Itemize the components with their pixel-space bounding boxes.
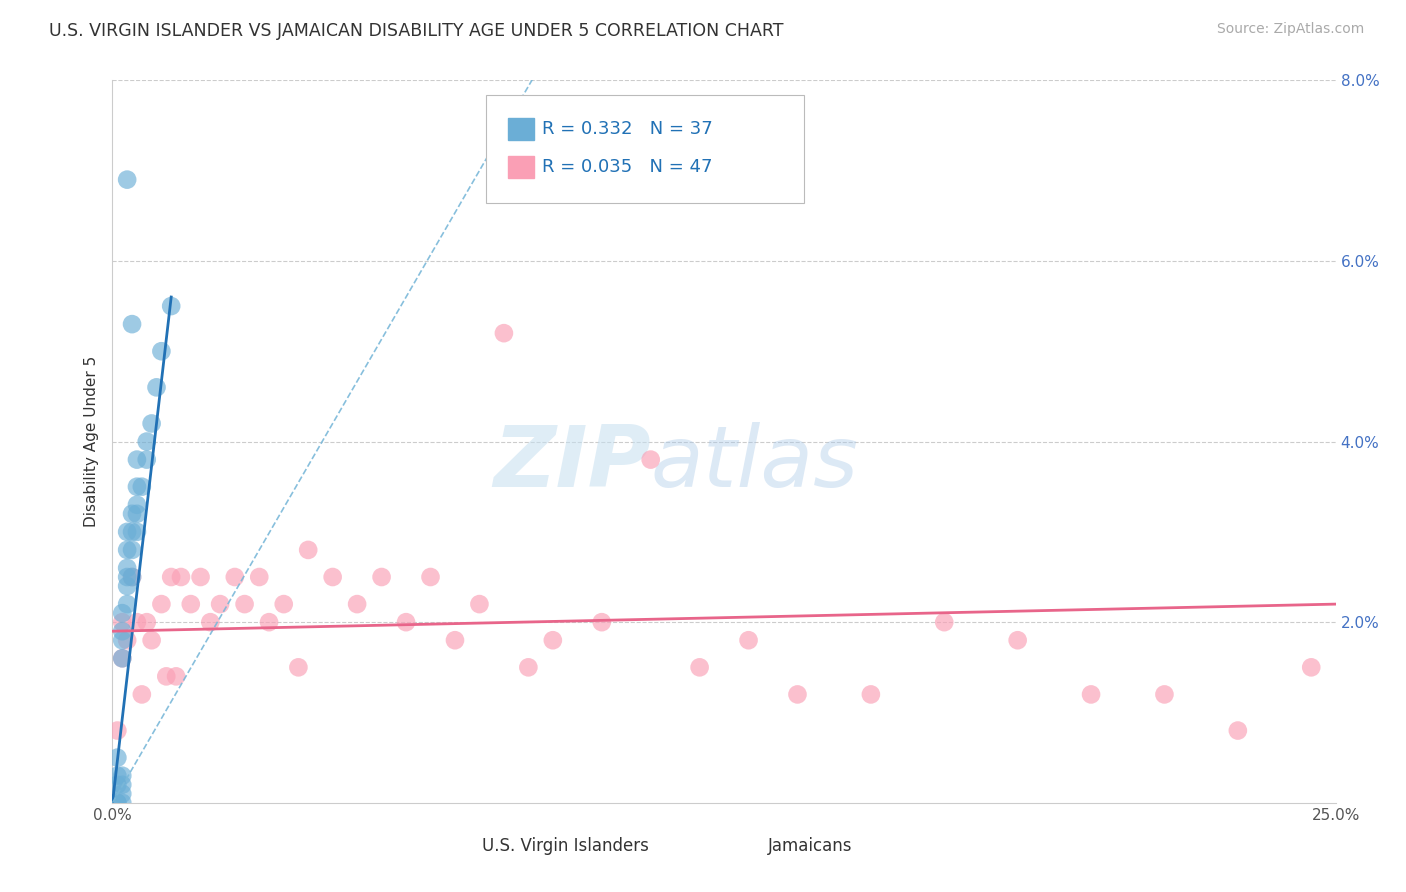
Point — [105, 796, 128, 810]
Text: ZIP: ZIP — [494, 422, 651, 505]
Point — [1007, 633, 1029, 648]
Point — [111, 651, 134, 665]
Point — [111, 633, 134, 648]
Text: U.S. Virgin Islanders: U.S. Virgin Islanders — [482, 838, 648, 855]
Point — [135, 615, 157, 630]
FancyBboxPatch shape — [485, 95, 804, 203]
Bar — [461, 835, 488, 864]
Point — [934, 615, 956, 630]
Point — [1226, 723, 1249, 738]
Point — [287, 660, 309, 674]
Point — [468, 597, 491, 611]
Point — [111, 624, 134, 639]
Point — [689, 660, 711, 674]
Point — [125, 615, 148, 630]
Point — [121, 570, 143, 584]
Point — [224, 570, 246, 584]
Point — [135, 434, 157, 449]
Point — [297, 542, 319, 557]
Point — [105, 796, 128, 810]
Point — [125, 498, 148, 512]
Point — [105, 769, 128, 783]
Point — [131, 687, 153, 701]
Point — [105, 723, 128, 738]
Point — [541, 633, 564, 648]
Point — [125, 507, 148, 521]
Point — [180, 597, 202, 611]
Text: U.S. VIRGIN ISLANDER VS JAMAICAN DISABILITY AGE UNDER 5 CORRELATION CHART: U.S. VIRGIN ISLANDER VS JAMAICAN DISABIL… — [49, 22, 783, 40]
Point — [444, 633, 467, 648]
Text: R = 0.332   N = 37: R = 0.332 N = 37 — [541, 120, 713, 137]
Point — [111, 796, 134, 810]
Bar — [508, 118, 534, 139]
Point — [121, 570, 143, 584]
Bar — [710, 835, 737, 864]
Point — [1153, 687, 1175, 701]
Point — [190, 570, 212, 584]
Point — [395, 615, 418, 630]
Text: Jamaicans: Jamaicans — [768, 838, 852, 855]
Point — [155, 669, 177, 683]
Point — [111, 769, 134, 783]
Point — [111, 606, 134, 620]
Point — [247, 570, 270, 584]
Text: R = 0.035   N = 47: R = 0.035 N = 47 — [541, 158, 713, 176]
Point — [141, 633, 163, 648]
Point — [125, 524, 148, 539]
Point — [115, 570, 138, 584]
Point — [200, 615, 222, 630]
Point — [170, 570, 193, 584]
Point — [1080, 687, 1102, 701]
Point — [517, 660, 540, 674]
Point — [111, 615, 134, 630]
Point — [165, 669, 187, 683]
Point — [150, 344, 173, 359]
Point — [370, 570, 392, 584]
Point — [121, 507, 143, 521]
Point — [640, 452, 662, 467]
Point — [141, 417, 163, 431]
Point — [1301, 660, 1323, 674]
Point — [492, 326, 515, 340]
Point — [131, 480, 153, 494]
Point — [111, 651, 134, 665]
Point — [125, 452, 148, 467]
Y-axis label: Disability Age Under 5: Disability Age Under 5 — [83, 356, 98, 527]
Point — [150, 597, 173, 611]
Point — [111, 778, 134, 792]
Point — [859, 687, 882, 701]
Point — [135, 452, 157, 467]
Point — [322, 570, 344, 584]
Point — [121, 317, 143, 331]
Point — [115, 172, 138, 186]
Point — [419, 570, 441, 584]
Point — [160, 570, 183, 584]
Point — [591, 615, 613, 630]
Point — [786, 687, 808, 701]
Point — [115, 542, 138, 557]
Point — [125, 480, 148, 494]
Text: atlas: atlas — [651, 422, 859, 505]
Point — [115, 579, 138, 593]
Point — [115, 633, 138, 648]
Point — [121, 524, 143, 539]
Point — [105, 778, 128, 792]
Text: Source: ZipAtlas.com: Source: ZipAtlas.com — [1216, 22, 1364, 37]
Point — [111, 787, 134, 801]
Point — [346, 597, 368, 611]
Point — [121, 542, 143, 557]
Point — [105, 750, 128, 764]
Point — [115, 597, 138, 611]
Point — [233, 597, 256, 611]
Point — [115, 561, 138, 575]
Point — [160, 299, 183, 313]
Point — [737, 633, 759, 648]
Bar — [508, 156, 534, 178]
Point — [257, 615, 280, 630]
Point — [145, 380, 167, 394]
Point — [115, 524, 138, 539]
Point — [273, 597, 295, 611]
Point — [209, 597, 232, 611]
